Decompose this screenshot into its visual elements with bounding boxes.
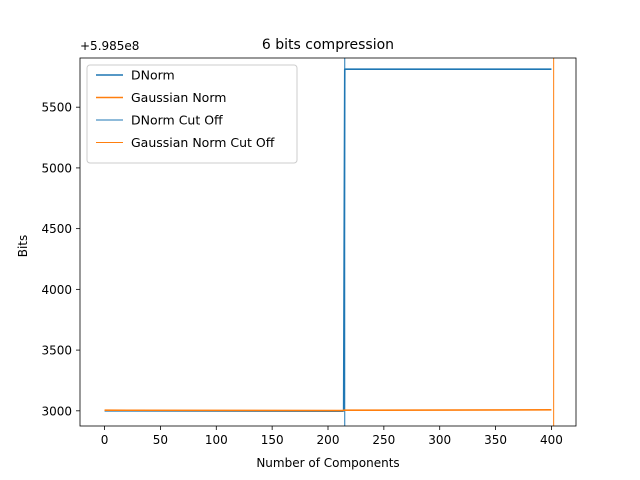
chart-title: 6 bits compression — [262, 37, 394, 53]
y-tick-label-5: 5500 — [41, 101, 72, 115]
x-tick-label-0: 0 — [101, 433, 109, 447]
x-tick-label-1: 50 — [153, 433, 168, 447]
legend-label-3: DNorm Cut Off — [131, 113, 223, 128]
legend-label-2: Gaussian Norm — [131, 90, 226, 105]
legend-label-4: Gaussian Norm Cut Off — [131, 135, 275, 150]
y-tick-label-3: 4500 — [41, 222, 72, 236]
legend: DNorm Gaussian Norm DNorm Cut Off Gaussian … — [86, 64, 298, 164]
x-axis-label: Number of Components — [256, 456, 399, 470]
x-tick-label-8: 400 — [540, 433, 563, 447]
y-tick-label-0: 3000 — [41, 404, 72, 418]
x-tick-label-2: 100 — [205, 433, 228, 447]
y-axis-label: Bits — [16, 235, 30, 258]
legend-box — [86, 64, 298, 164]
x-tick-label-3: 150 — [261, 433, 284, 447]
y-offset-text: +5.985e8 — [80, 39, 139, 53]
x-tick-label-4: 200 — [317, 433, 340, 447]
x-tick-label-7: 350 — [484, 433, 507, 447]
y-tick-label-4: 5000 — [41, 161, 72, 175]
y-tick-label-1: 3500 — [41, 344, 72, 358]
plot-area: 0 50 100 150 200 250 300 350 400 3000 3500 4000 4500… — [41, 57, 577, 447]
x-tick-label-5: 250 — [372, 433, 395, 447]
x-tick-label-6: 300 — [428, 433, 451, 447]
series-line-2 — [104, 409, 552, 412]
y-tick-label-2: 4000 — [41, 283, 72, 297]
legend-label-1: DNorm — [131, 68, 175, 83]
